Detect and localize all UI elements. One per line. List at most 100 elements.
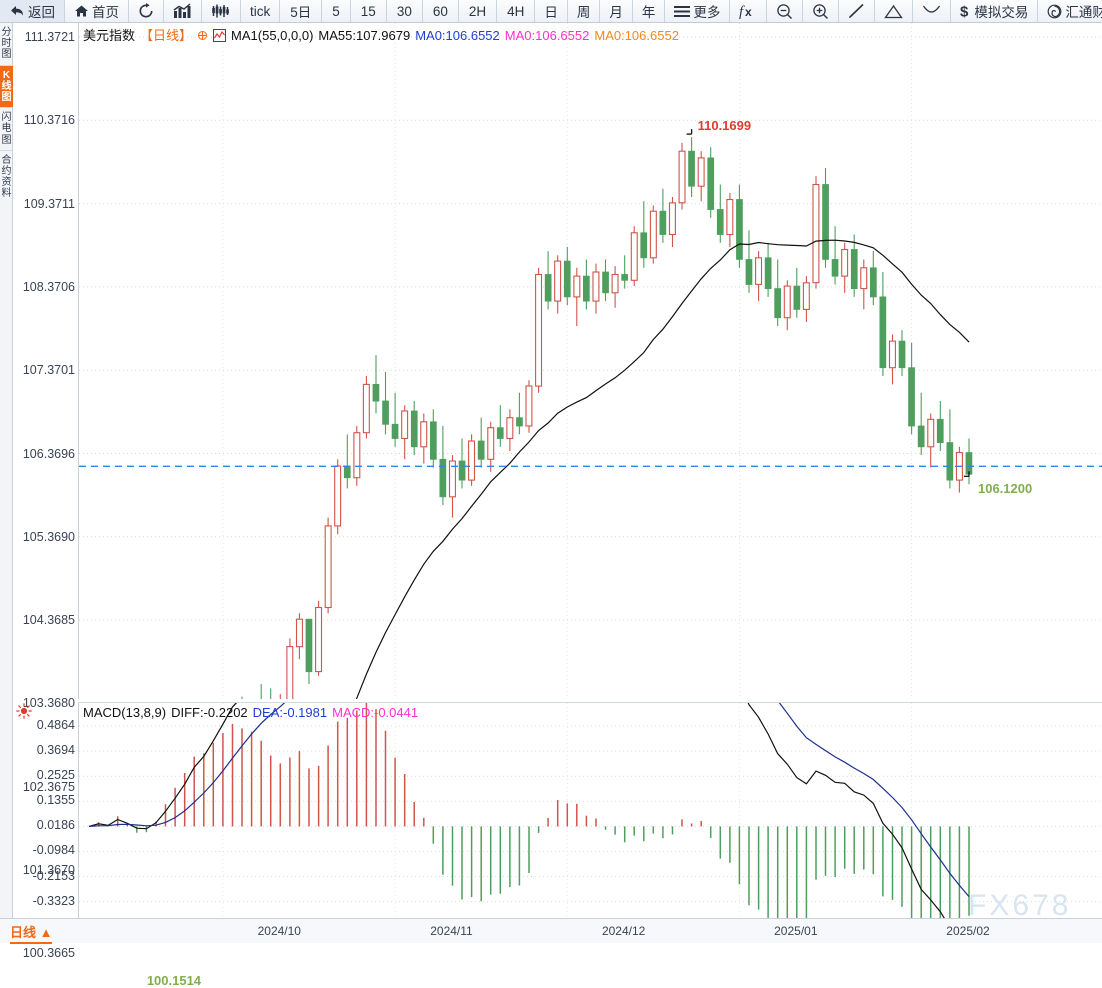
period-week-button-label: 周 [576, 5, 591, 20]
period-month-button-label: 月 [609, 5, 623, 20]
demo-trade-button[interactable]: $ 模拟交易 [951, 0, 1039, 22]
legend-ma0-orange: MA0:106.6552 [594, 28, 679, 43]
tick-button[interactable]: tick [241, 0, 281, 22]
main-toolbar: 返回 首页 tick 5日 5 15 30 60 2H 4H 日 周 月 年 更多 f x $ 模拟交易 汇通财 [0, 0, 1102, 23]
more-button[interactable]: 更多 [665, 0, 731, 22]
channel-tool-button[interactable] [913, 0, 952, 22]
price-axis-label: 104.3685 [22, 613, 75, 628]
svg-text:f: f [739, 4, 745, 19]
price-chart-panel[interactable]: 美元指数 【日线】 MA1(55,0,0,0) MA55:107.9679 MA0:10… [78, 23, 1102, 988]
watermark: FX678 [968, 889, 1072, 922]
last-price-annotation: 106.1200 [978, 481, 1033, 497]
demo-trade-button-label: 模拟交易 [974, 5, 1029, 20]
period-month-button[interactable]: 月 [600, 0, 633, 22]
zoom-out-icon [776, 3, 793, 20]
tick-button-label: tick [250, 3, 271, 19]
macd-diff: DIFF:-0.2202 [171, 705, 248, 720]
price-axis-label: 103.3680 [22, 696, 75, 711]
price-axis-label: 111.3721 [24, 30, 75, 44]
legend-ma0-blue: MA0:106.6552 [415, 28, 500, 43]
macd-legend: MACD(13,8,9) DIFF:-0.2202 DEA:-0.1981 MACD:… [83, 705, 423, 720]
period-2h-button[interactable]: 2H [459, 0, 498, 22]
low-price-annotation: 100.1514 [146, 973, 202, 988]
period-year-button[interactable]: 年 [633, 0, 666, 22]
period-60m-button[interactable]: 60 [423, 0, 459, 22]
macd-axis-label: 0.3694 [36, 743, 75, 758]
period-15m-button-label: 15 [360, 3, 376, 19]
zoom-in-button[interactable] [803, 0, 840, 22]
brand-button[interactable]: 汇通财 [1038, 0, 1102, 22]
macd-axis-label: 0.0186 [36, 818, 75, 833]
zoom-out-button[interactable] [767, 0, 804, 22]
period-5d-button[interactable]: 5日 [280, 0, 323, 22]
draw-line-button[interactable] [839, 0, 876, 22]
sidebar-item-kline[interactable]: K线图 [0, 65, 13, 108]
price-axis-label: 108.3706 [22, 279, 75, 294]
price-axis: 111.3721 110.3716 109.3711 108.3706 107.3701… [13, 23, 78, 960]
macd-title: MACD(13,8,9) [83, 705, 167, 720]
refresh-button[interactable] [129, 0, 164, 22]
sidebar-item-contract[interactable]: 合约资料 [0, 151, 13, 204]
x-axis-label: 2024/12 [601, 924, 646, 938]
macd-axis-label: 0.4864 [36, 718, 75, 732]
gear-icon[interactable] [197, 28, 208, 43]
period-tag[interactable]: 日线 ▲ [10, 922, 53, 944]
left-sidebar: 分时图 K线图闪电图合约资料 [0, 23, 13, 928]
period-60m-button-label: 60 [432, 3, 448, 19]
home-button-label: 首页 [92, 5, 119, 20]
price-axis-label: 109.3711 [23, 196, 75, 211]
chart-type-button[interactable] [164, 0, 202, 22]
period-30m-button[interactable]: 30 [387, 0, 423, 22]
refresh-icon [138, 3, 154, 19]
sidebar-item-timeshare[interactable]: 分时图 [0, 23, 13, 65]
sidebar-item-lightning-label: 闪电图 [1, 112, 12, 146]
macd-axis: 0.4864 0.3694 0.2525 0.1355 0.0186 -0.0984 -0.… [13, 702, 78, 918]
svg-text:x: x [745, 5, 752, 19]
spiral-icon [1047, 4, 1062, 19]
period-day-button-label: 日 [544, 5, 558, 20]
period-week-button[interactable]: 周 [568, 0, 601, 22]
macd-axis-label: -0.2153 [32, 868, 75, 883]
home-button[interactable]: 首页 [65, 0, 129, 22]
ma-chart-icon[interactable] [213, 28, 227, 43]
price-plot [79, 23, 1102, 699]
sidebar-item-kline-label: K线图 [1, 69, 12, 104]
brand-button-label: 汇通财 [1065, 5, 1102, 20]
period-5m-button-label: 5 [332, 3, 340, 19]
price-axis-label: 102.3675 [22, 779, 75, 794]
period-5d-button-label: 5日 [290, 5, 312, 20]
sidebar-divider [0, 64, 12, 66]
v-shape-icon [922, 4, 941, 19]
period-year-button-label: 年 [641, 5, 656, 20]
macd-value: MACD:-0.0441 [332, 705, 419, 720]
legend-period: 【日线】 [140, 28, 193, 43]
period-day-button[interactable]: 日 [535, 0, 568, 22]
home-icon [74, 4, 89, 18]
x-axis-label: 2025/02 [946, 924, 990, 938]
price-axis-label: 105.3690 [22, 529, 75, 544]
legend-symbol: 美元指数 [83, 28, 136, 43]
triangle-tool-button[interactable] [875, 0, 914, 22]
back-button[interactable]: 返回 [0, 0, 65, 22]
sun-settings-icon[interactable] [16, 703, 32, 719]
period-4h-button[interactable]: 4H [497, 0, 536, 22]
sidebar-item-lightning[interactable]: 闪电图 [0, 108, 13, 150]
price-axis-label: 100.3665 [22, 946, 75, 961]
price-axis-label: 110.3716 [23, 113, 75, 128]
bar-chart-icon [173, 3, 192, 19]
legend-ma-params: MA1(55,0,0,0) [231, 28, 314, 43]
macd-axis-label: 0.1355 [36, 793, 75, 808]
macd-plot [79, 703, 1102, 919]
triangle-icon [884, 4, 904, 19]
period-5m-button[interactable]: 5 [322, 0, 351, 22]
sidebar-divider [0, 149, 12, 151]
zoom-in-icon [812, 3, 829, 20]
legend-ma0-magenta: MA0:106.6552 [504, 28, 590, 43]
indicator-button[interactable] [202, 0, 241, 22]
period-15m-button[interactable]: 15 [351, 0, 387, 22]
period-4h-button-label: 4H [507, 3, 525, 19]
macd-chart-panel[interactable]: MACD(13,8,9) DIFF:-0.2202 DEA:-0.1981 MACD:… [78, 702, 1102, 919]
